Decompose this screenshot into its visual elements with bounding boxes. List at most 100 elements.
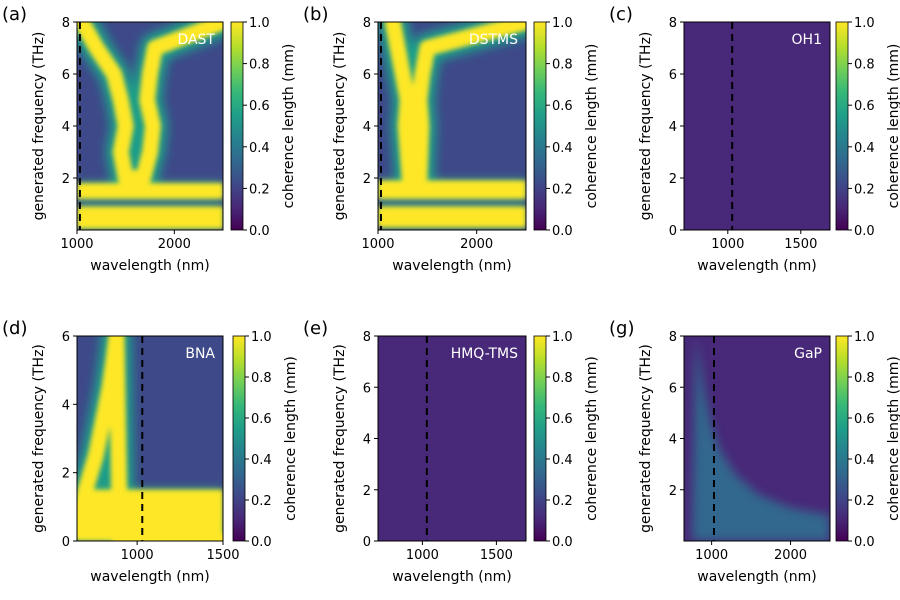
colorbar-tick-label: 0.4 [552, 453, 573, 468]
colorbar-tick-label: 1.0 [552, 16, 573, 31]
colorbar-tick-label: 0.8 [854, 371, 875, 386]
x-tick-label: 1000 [406, 548, 439, 563]
material-label: DSTMS [469, 32, 518, 48]
x-axis-label: wavelength (nm) [392, 258, 511, 274]
coherence-region [77, 206, 223, 229]
colorbar-tick-label: 0.8 [251, 371, 272, 386]
colorbar-tick-label: 0.4 [854, 141, 875, 156]
colorbar-tick-label: 0.0 [854, 535, 875, 550]
y-axis-label: generated frequency (THz) [638, 32, 654, 221]
panel-letter: (a) [2, 4, 27, 25]
x-tick-label: 1000 [695, 548, 728, 563]
material-label: GaP [794, 346, 822, 362]
y-tick-label: 8 [363, 330, 371, 345]
colorbar-tick-label: 0.8 [854, 58, 875, 73]
colorbar: 0.0 0.2 0.4 0.6 0.8 1.0 coherence length (mm) [533, 330, 600, 550]
x-tick-label: 1000 [361, 237, 394, 252]
panel-dast: DAST (a) 1000 2000 2 4 6 8 wavelength (nm) genera… [2, 4, 297, 274]
y-tick-label: 2 [62, 172, 70, 187]
coherence-region [378, 180, 526, 199]
x-tick-label: 1000 [121, 548, 154, 563]
colorbar: 0.0 0.2 0.4 0.6 0.8 1.0 coherence length (mm) [533, 16, 600, 239]
y-tick-label: 4 [669, 433, 677, 448]
y-tick-label: 8 [669, 330, 677, 345]
colorbar-gradient [230, 21, 244, 231]
coherence-region [77, 183, 223, 199]
panel-dstms: DSTMS (b) 1000 2000 2 4 6 8 wavelength (nm) gener… [303, 4, 600, 274]
y-axis-label: generated frequency (THz) [31, 32, 47, 221]
coherence-region [77, 489, 223, 541]
y-tick-label: 8 [62, 16, 70, 31]
colorbar-tick-label: 0.8 [249, 58, 270, 73]
colorbar-tick-label: 1.0 [249, 16, 270, 31]
panel-letter: (g) [609, 318, 634, 339]
y-tick-label: 2 [62, 467, 70, 482]
colorbar-label: coherence length (mm) [283, 356, 299, 521]
y-tick-label: 8 [363, 16, 371, 31]
y-axis-label: generated frequency (THz) [638, 344, 654, 533]
colorbar-tick-label: 0.0 [552, 535, 573, 550]
x-axis-label: wavelength (nm) [697, 569, 816, 585]
material-label: DAST [177, 32, 215, 48]
colorbar-tick-label: 0.4 [249, 141, 270, 156]
panel-letter: (b) [303, 4, 328, 25]
heatmap-area [684, 336, 830, 541]
coherence-band [77, 22, 223, 186]
colorbar-tick-label: 0.6 [854, 99, 875, 114]
heatmap-low-region [684, 22, 830, 230]
colorbar-tick-label: 0.6 [552, 412, 573, 427]
colorbar-tick-label: 0.2 [249, 182, 270, 197]
y-tick-label: 0 [62, 535, 70, 550]
y-tick-label: 0 [363, 535, 371, 550]
y-tick-label: 2 [363, 484, 371, 499]
heatmap-area [77, 336, 223, 541]
colorbar-tick-label: 0.0 [854, 224, 875, 239]
colorbar-gradient [835, 21, 849, 231]
x-tick-label: 2000 [774, 548, 807, 563]
colorbar-label: coherence length (mm) [886, 44, 900, 209]
colorbar-tick-label: 0.6 [552, 99, 573, 114]
y-axis-label: generated frequency (THz) [332, 32, 348, 221]
material-label: HMQ-TMS [451, 346, 518, 362]
y-tick-label: 6 [669, 68, 677, 83]
colorbar: 0.0 0.2 0.4 0.6 0.8 1.0 coherence length (mm) [835, 330, 900, 550]
colorbar-gradient [835, 335, 849, 542]
panel-gap: GaP (g) 1000 2000 2 4 6 8 wavelength (nm) generat… [609, 318, 900, 585]
heatmap-area [378, 336, 526, 541]
colorbar-tick-label: 0.2 [552, 182, 573, 197]
panel-hmq-tms: HMQ-TMS (e) 1000 1500 0 2 4 6 8 wavelength (nm) ge… [303, 318, 600, 585]
y-tick-label: 2 [363, 172, 371, 187]
material-label: OH1 [792, 32, 822, 48]
colorbar-tick-label: 0.6 [854, 412, 875, 427]
x-tick-label: 1500 [784, 237, 817, 252]
colorbar-label: coherence length (mm) [886, 356, 900, 521]
colorbar-tick-label: 1.0 [854, 330, 875, 345]
colorbar-gradient [232, 335, 246, 542]
colorbar-gradient [533, 335, 547, 542]
coherence-halo [691, 336, 830, 541]
x-axis-label: wavelength (nm) [90, 258, 209, 274]
panel-letter: (e) [303, 318, 328, 339]
colorbar-label: coherence length (mm) [584, 44, 600, 209]
colorbar-tick-label: 0.2 [854, 182, 875, 197]
y-tick-label: 6 [669, 381, 677, 396]
coherence-region [378, 206, 526, 228]
y-tick-label: 4 [62, 120, 70, 135]
x-tick-label: 2000 [460, 237, 493, 252]
coherence-band [384, 22, 526, 186]
colorbar-tick-label: 0.2 [251, 494, 272, 509]
y-axis-label: generated frequency (THz) [31, 344, 47, 533]
panel-bna: BNA (d) 1000 1500 0 2 4 6 wavelength (nm) generat… [2, 318, 299, 585]
panel-letter: (d) [2, 318, 27, 339]
x-tick-label: 1000 [60, 237, 93, 252]
colorbar-tick-label: 1.0 [251, 330, 272, 345]
x-tick-label: 1500 [206, 548, 239, 563]
panel-letter: (c) [609, 4, 633, 25]
y-tick-label: 2 [669, 484, 677, 499]
colorbar-gradient [533, 21, 547, 231]
x-tick-label: 2000 [158, 237, 191, 252]
colorbar-tick-label: 0.6 [251, 412, 272, 427]
y-axis-label: generated frequency (THz) [332, 344, 348, 533]
x-tick-label: 1000 [711, 237, 744, 252]
